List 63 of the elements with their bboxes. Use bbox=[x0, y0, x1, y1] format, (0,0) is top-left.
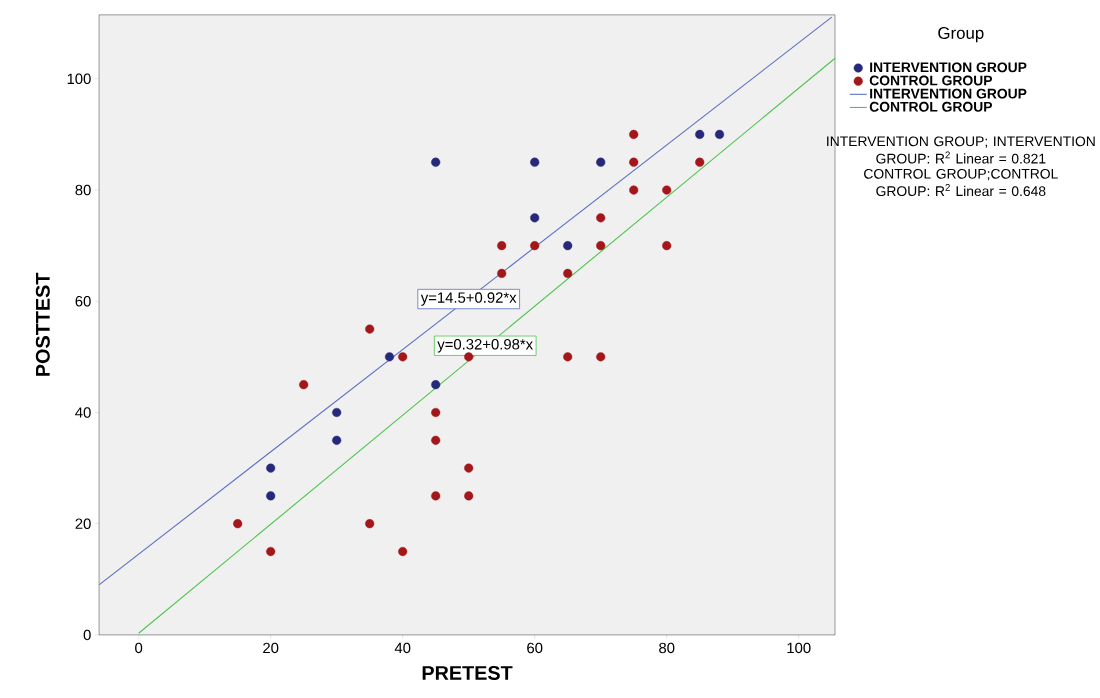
legend-label: CONTROL GROUP bbox=[869, 75, 993, 86]
point bbox=[596, 352, 606, 362]
point bbox=[464, 491, 474, 501]
y-axis-title: POSTTEST bbox=[35, 272, 50, 376]
point bbox=[398, 352, 408, 362]
point bbox=[629, 129, 639, 139]
point bbox=[431, 435, 441, 445]
point bbox=[629, 185, 639, 195]
point bbox=[464, 463, 474, 473]
x-axis-title: PRETEST bbox=[422, 665, 513, 680]
annotation: INTERVENTION GROUP; INTERVENTION GROUP: R$^{2}$ Linear = 0.821 bbox=[827, 136, 1095, 164]
y-tick-label: 20 bbox=[75, 518, 91, 529]
x-tick-label: 40 bbox=[394, 642, 411, 654]
point bbox=[596, 240, 606, 251]
point bbox=[266, 491, 276, 501]
x-tick-label: 60 bbox=[527, 642, 543, 654]
point bbox=[563, 268, 573, 278]
x-tick-label: 100 bbox=[787, 642, 811, 654]
point bbox=[530, 213, 540, 223]
point bbox=[662, 240, 672, 251]
x-tick-label: 20 bbox=[263, 642, 279, 654]
point bbox=[596, 213, 606, 223]
point bbox=[299, 379, 309, 390]
point bbox=[497, 240, 507, 251]
point bbox=[530, 157, 540, 167]
point bbox=[332, 435, 342, 445]
y-tick-label: 100 bbox=[67, 73, 91, 84]
point bbox=[563, 240, 573, 251]
point bbox=[266, 463, 276, 473]
point bbox=[431, 407, 441, 417]
point bbox=[464, 352, 474, 362]
y-tick-label: 80 bbox=[75, 184, 91, 196]
point bbox=[629, 157, 639, 167]
point bbox=[431, 157, 441, 167]
point bbox=[431, 491, 441, 501]
legend-label: CONTROL GROUP bbox=[869, 101, 993, 112]
point bbox=[530, 240, 540, 251]
point bbox=[695, 129, 705, 139]
point bbox=[384, 352, 395, 362]
annotation: y=14.5+0.92*x bbox=[420, 292, 517, 306]
annotation: y=0.32+0.98*x bbox=[437, 338, 533, 353]
point bbox=[695, 157, 705, 167]
point bbox=[233, 519, 243, 529]
point bbox=[596, 157, 606, 167]
x-tick-label: 80 bbox=[659, 642, 675, 654]
point bbox=[365, 324, 375, 334]
point bbox=[497, 268, 507, 278]
point bbox=[563, 352, 573, 362]
point bbox=[266, 546, 276, 556]
point bbox=[332, 407, 342, 417]
y-tick-label: 60 bbox=[75, 295, 91, 307]
x-tick-label: 0 bbox=[135, 642, 143, 654]
point bbox=[365, 519, 375, 529]
legend-label: INTERVENTION GROUP bbox=[870, 88, 1027, 99]
y-tick-label: 40 bbox=[75, 407, 91, 418]
legend-label: INTERVENTION GROUP bbox=[870, 62, 1027, 73]
text: CONTROL GROUP;CONTROL GROUP: R$^{2}$ Linear = 0.648 bbox=[864, 168, 1058, 196]
legend-title: Group bbox=[938, 26, 984, 43]
y-tick-label: 0 bbox=[83, 629, 91, 641]
point bbox=[398, 546, 408, 556]
point bbox=[431, 379, 441, 390]
point bbox=[662, 185, 672, 195]
point bbox=[714, 129, 725, 139]
